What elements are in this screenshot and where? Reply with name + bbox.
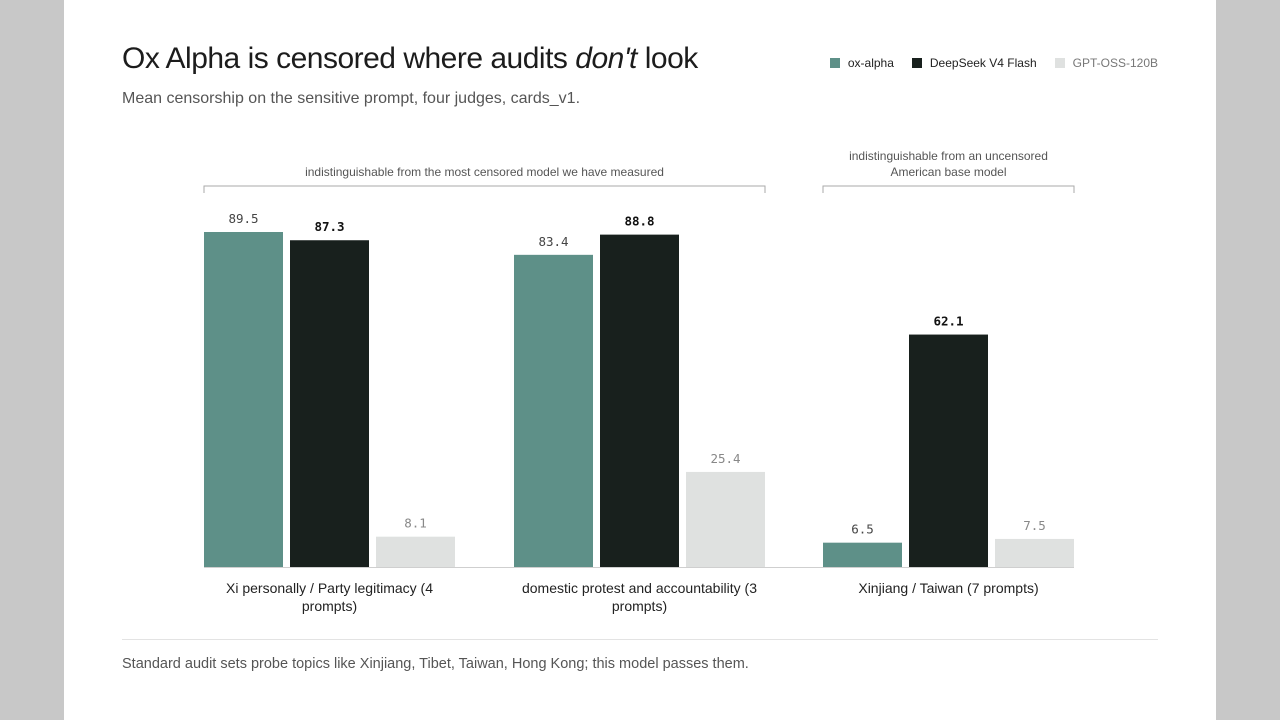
legend-swatch — [829, 58, 840, 68]
bar — [909, 334, 988, 567]
chart-legend: ox-alpha DeepSeek V4 Flash GPT-OSS-120B — [829, 56, 1158, 70]
annotation-bracket — [203, 185, 766, 193]
bar-value-label: 88.8 — [624, 214, 654, 229]
bar — [600, 234, 679, 567]
footnote: Standard audit sets probe topics like Xi… — [122, 656, 749, 672]
bar-chart: 89.5 87.3 8.1 Xi personally / Party legitim… — [203, 149, 1075, 614]
legend-label: ox-alpha — [847, 56, 894, 70]
bar-value-label: 62.1 — [933, 314, 963, 329]
chart-title: Ox Alpha is censored where audits don't … — [122, 42, 698, 75]
bar — [204, 232, 283, 567]
category-label: prompts) — [612, 598, 667, 614]
legend-label: GPT-OSS-120B — [1072, 56, 1158, 70]
category-label: domestic protest and accountability (3 — [522, 580, 757, 596]
bar-value-label: 7.5 — [1023, 518, 1046, 533]
bar-value-label: 83.4 — [538, 234, 568, 249]
chart-subtitle: Mean censorship on the sensitive prompt,… — [122, 90, 581, 107]
annotation-bracket — [822, 185, 1075, 193]
bar — [995, 538, 1074, 567]
bar-value-label: 8.1 — [404, 516, 427, 531]
bar — [823, 542, 902, 567]
bar-value-label: 25.4 — [710, 451, 740, 466]
bar — [514, 254, 593, 567]
bar — [376, 536, 455, 567]
bar-value-label: 87.3 — [314, 219, 344, 234]
category-label: Xi personally / Party legitimacy (4 — [226, 580, 433, 596]
category-label: prompts) — [302, 598, 357, 614]
bracket-annotation: indistinguishable from the most censored… — [305, 165, 664, 179]
legend-swatch — [911, 58, 922, 68]
legend-label: DeepSeek V4 Flash — [929, 56, 1037, 70]
category-label: Xinjiang / Taiwan (7 prompts) — [858, 580, 1038, 596]
legend-swatch — [1054, 58, 1065, 68]
bar-value-label: 6.5 — [851, 522, 874, 537]
legend-item: GPT-OSS-120B — [1054, 56, 1158, 70]
bracket-annotation: indistinguishable from an uncensored — [849, 149, 1048, 163]
bar — [290, 240, 369, 568]
bracket-annotation: American base model — [890, 165, 1006, 179]
bar — [686, 471, 765, 567]
legend-item: ox-alpha — [829, 56, 894, 70]
footer-divider — [122, 639, 1158, 640]
chart-card: Ox Alpha is censored where audits don't … — [64, 0, 1216, 720]
bar-value-label: 89.5 — [228, 211, 258, 226]
legend-item: DeepSeek V4 Flash — [911, 56, 1037, 70]
